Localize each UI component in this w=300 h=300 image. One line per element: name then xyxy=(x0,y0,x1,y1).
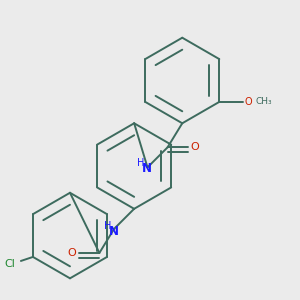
Text: H: H xyxy=(137,158,145,168)
Text: CH₃: CH₃ xyxy=(255,98,272,106)
Text: Cl: Cl xyxy=(5,259,16,269)
Text: O: O xyxy=(245,97,252,107)
Text: O: O xyxy=(191,142,200,152)
Text: O: O xyxy=(68,248,76,258)
Text: N: N xyxy=(142,163,152,176)
Text: H: H xyxy=(104,221,111,231)
Text: N: N xyxy=(109,224,118,238)
